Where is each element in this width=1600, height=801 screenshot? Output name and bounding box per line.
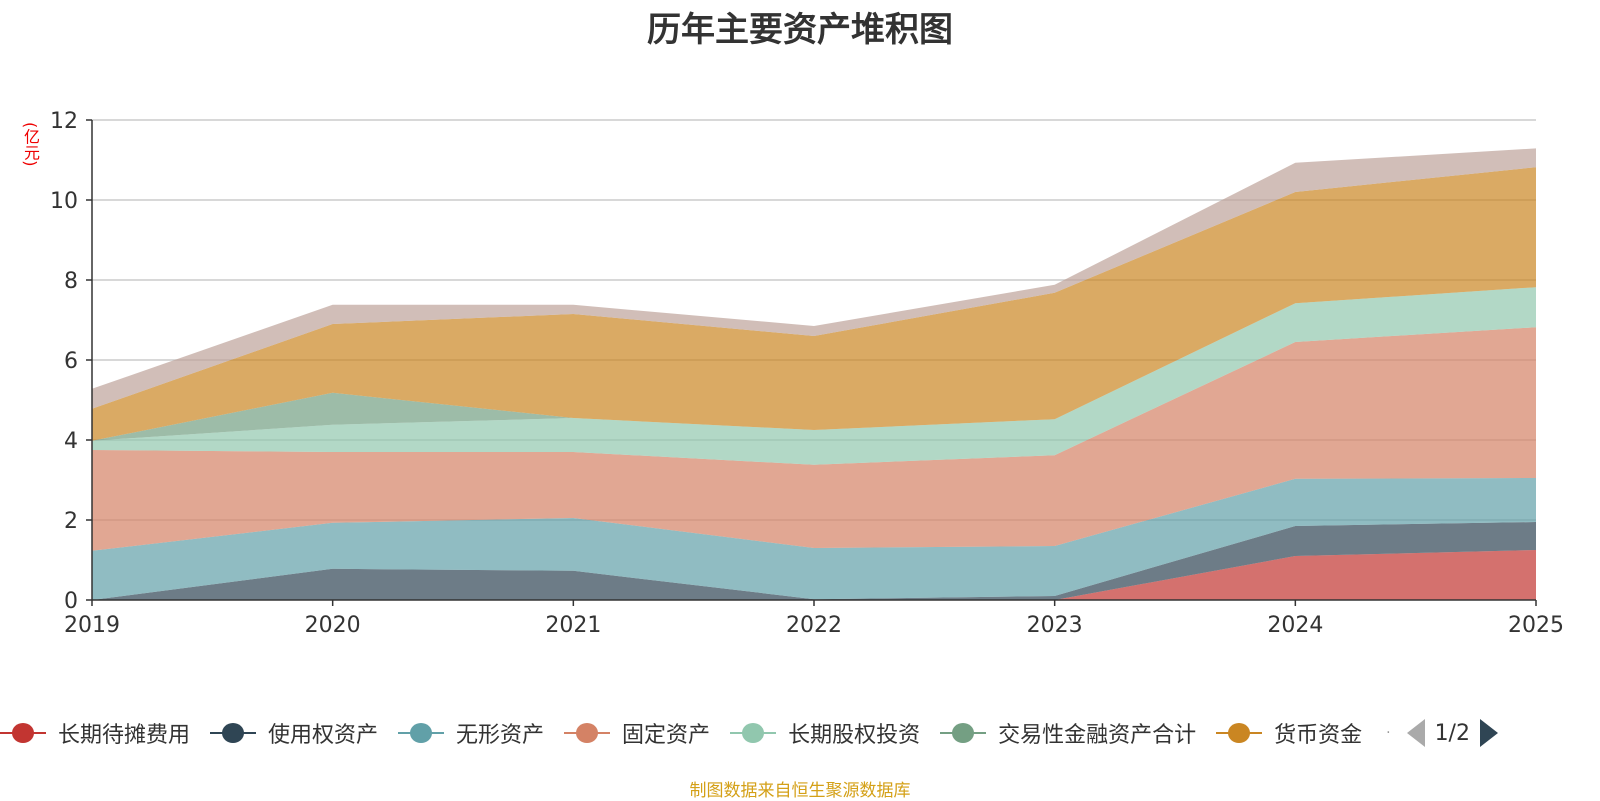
legend-label: 长期股权投资 xyxy=(788,723,921,748)
y-tick-label: 8 xyxy=(64,269,78,294)
legend-label: 固定资产 xyxy=(622,723,711,748)
legend-more-marker: · xyxy=(1386,725,1391,741)
y-tick-label: 2 xyxy=(64,509,78,534)
y-tick-label: 4 xyxy=(64,429,78,454)
legend-item-intangible[interactable]: 无形资产 xyxy=(398,717,544,749)
area-series xyxy=(92,148,1536,600)
legend-item-fixed-assets[interactable]: 固定资产 xyxy=(564,717,710,749)
legend-label: 使用权资产 xyxy=(268,723,379,748)
area-series-无形资产[interactable] xyxy=(92,478,1536,600)
legend-label: 货币资金 xyxy=(1274,723,1363,748)
y-axis-unit-label: (亿元) xyxy=(21,122,40,167)
legend-label: 无形资产 xyxy=(456,723,545,748)
legend-item-long-term-prepaid[interactable]: 长期待摊费用 xyxy=(0,717,190,749)
legend-item-right-of-use[interactable]: 使用权资产 xyxy=(210,717,378,749)
x-tick-label: 2021 xyxy=(545,613,601,638)
legend-swatch-icon xyxy=(398,723,445,743)
legend-label: 交易性金融资产合计 xyxy=(998,723,1197,748)
y-axis-ticks: 0 2 4 6 8 10 12 xyxy=(50,109,92,614)
area-series-固定资产[interactable] xyxy=(92,327,1536,551)
y-tick-label: 10 xyxy=(50,189,78,214)
area-series-长期股权投资[interactable] xyxy=(92,287,1536,465)
legend-next-page-icon[interactable] xyxy=(1479,719,1498,747)
legend-item-monetary-funds[interactable]: 货币资金 xyxy=(1216,717,1362,749)
area-series-交易性金融资产合计[interactable] xyxy=(92,287,1536,441)
legend-swatch-icon xyxy=(0,723,46,743)
legend-swatch-icon xyxy=(1216,723,1263,743)
area-series-其他[interactable] xyxy=(92,148,1536,409)
y-tick-label: 0 xyxy=(64,589,78,614)
x-tick-label: 2025 xyxy=(1508,613,1564,638)
legend-swatch-icon xyxy=(730,723,777,743)
area-series-货币资金[interactable] xyxy=(92,167,1536,441)
legend: 长期待摊费用 使用权资产 无形资产 固定资产 长期股权投资 交易性金融资产合计 … xyxy=(0,708,1600,758)
x-axis-ticks: 2019 2020 2021 2022 2023 2024 2025 xyxy=(64,600,1564,638)
x-tick-label: 2022 xyxy=(786,613,842,638)
x-tick-label: 2020 xyxy=(305,613,361,638)
x-tick-label: 2023 xyxy=(1027,613,1083,638)
data-source-footnote: 制图数据来自恒生聚源数据库 xyxy=(689,781,911,801)
legend-prev-page-icon[interactable] xyxy=(1406,719,1425,747)
legend-swatch-icon xyxy=(940,723,987,743)
legend-label: 长期待摊费用 xyxy=(58,723,191,748)
legend-item-trading-financial[interactable]: 交易性金融资产合计 xyxy=(940,717,1196,749)
area-series-使用权资产[interactable] xyxy=(92,522,1536,600)
legend-swatch-icon xyxy=(210,723,257,743)
y-tick-label: 6 xyxy=(64,349,78,374)
legend-swatch-icon xyxy=(564,723,611,743)
y-tick-label: 12 xyxy=(50,109,78,134)
chart-title: 历年主要资产堆积图 xyxy=(647,10,953,50)
legend-item-long-term-equity[interactable]: 长期股权投资 xyxy=(730,717,920,749)
x-tick-label: 2019 xyxy=(64,613,120,638)
stacked-area-chart: 0 2 4 6 8 10 12 2019 2020 2021 2022 2023 2024 2025 xyxy=(50,109,1564,638)
x-tick-label: 2024 xyxy=(1267,613,1323,638)
area-series-长期待摊费用[interactable] xyxy=(92,550,1536,600)
legend-page-indicator: 1/2 xyxy=(1434,720,1470,746)
